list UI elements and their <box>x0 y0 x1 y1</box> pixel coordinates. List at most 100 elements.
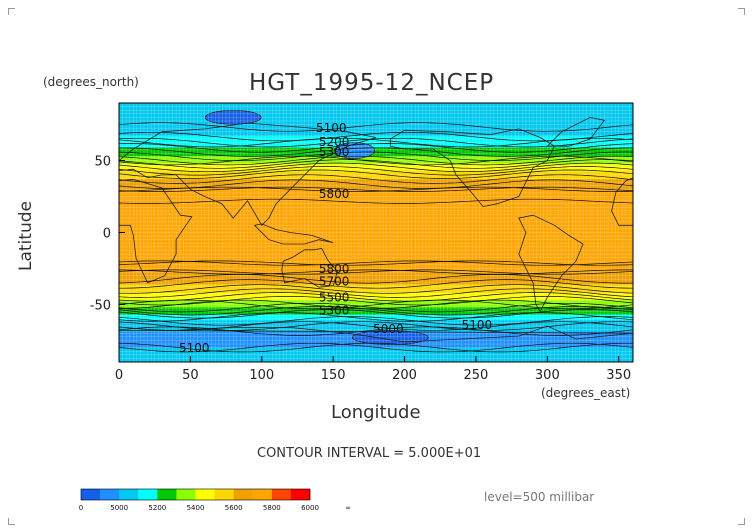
x-axis-label: Longitude <box>331 402 421 423</box>
contour-label: 5800 <box>319 187 350 201</box>
color-band <box>119 294 633 297</box>
contour-line <box>119 279 633 289</box>
color-band <box>119 231 633 234</box>
colorbar-tick-label: 5200 <box>148 504 166 512</box>
color-band <box>119 279 633 283</box>
x-axis: 0 50 100 150 200 250 300 350 <box>115 356 631 383</box>
contour-line <box>119 137 633 148</box>
contour-line <box>119 186 633 192</box>
color-band <box>119 307 633 310</box>
color-band <box>119 154 633 157</box>
x-tick-label: 300 <box>535 368 560 383</box>
color-band <box>119 144 633 147</box>
contour-line <box>119 186 633 192</box>
color-band <box>119 226 633 229</box>
y-units-label: (degrees_north) <box>43 75 139 89</box>
contour-line <box>119 260 633 266</box>
x-tick-label: 250 <box>464 368 489 383</box>
color-band <box>119 232 633 235</box>
color-band <box>119 143 633 146</box>
contour-line <box>119 269 633 275</box>
colorbar-tick-label: 5600 <box>225 504 243 512</box>
contour-line <box>119 342 633 353</box>
color-band <box>119 235 633 238</box>
color-band <box>119 359 633 362</box>
color-band <box>119 271 633 274</box>
color-band <box>119 344 633 347</box>
color-band <box>119 126 633 129</box>
contour-line <box>119 288 633 298</box>
color-band <box>119 167 633 170</box>
colorbar-tick-label: 5800 <box>263 504 281 512</box>
color-band <box>119 262 633 265</box>
contour-line <box>119 166 633 176</box>
contour-line <box>119 260 633 266</box>
y-axis: 50 0 -50 <box>90 155 125 313</box>
color-band <box>119 264 633 267</box>
color-band <box>119 108 633 111</box>
colorbar-swatch <box>290 489 311 500</box>
colorbar-tick-label: 6000 <box>301 504 319 512</box>
color-band <box>119 311 633 314</box>
color-band <box>119 255 633 258</box>
y-axis-label: Latitude <box>16 201 36 271</box>
colorbar-tick-label: 5400 <box>187 504 205 512</box>
low-cell-arctic <box>204 110 262 125</box>
color-band <box>119 265 633 268</box>
color-band <box>119 360 633 362</box>
x-tick-label: 150 <box>321 368 346 383</box>
contour-line <box>119 147 633 157</box>
color-band <box>119 290 633 293</box>
color-band <box>119 229 633 232</box>
x-tick-label: 0 <box>115 368 123 383</box>
color-band <box>119 248 633 251</box>
color-band <box>119 150 633 153</box>
color-band <box>119 213 633 216</box>
color-band <box>119 113 633 116</box>
color-band <box>119 304 633 307</box>
contour-line <box>119 155 633 166</box>
x-tick-label: 50 <box>182 368 199 383</box>
color-band <box>119 179 633 182</box>
color-band <box>119 357 633 360</box>
color-band <box>119 303 633 306</box>
color-band <box>119 350 633 353</box>
color-band <box>119 282 633 285</box>
color-band <box>119 244 633 247</box>
contour-line <box>119 151 633 161</box>
color-band <box>119 124 633 127</box>
contour-label: 5300 <box>319 145 350 159</box>
colorbar-swatch <box>100 489 120 500</box>
color-band <box>119 131 633 134</box>
color-band <box>119 209 633 212</box>
coastline <box>119 178 193 284</box>
color-band <box>119 210 633 213</box>
color-band <box>119 327 633 330</box>
color-band <box>119 275 633 278</box>
color-band <box>119 278 633 281</box>
color-band <box>119 190 633 193</box>
contour-label: 5700 <box>319 275 350 289</box>
coastline <box>281 247 338 288</box>
color-band <box>119 107 633 110</box>
color-band <box>119 268 633 271</box>
color-band <box>119 254 633 257</box>
contour-label: 5100 <box>316 121 347 135</box>
color-band <box>119 186 633 189</box>
contour-line <box>119 306 633 316</box>
contour-lines <box>119 122 633 353</box>
color-band <box>119 199 633 202</box>
colorbar-swatch <box>233 489 254 500</box>
color-band <box>119 203 633 206</box>
color-band <box>119 259 633 262</box>
contour-label: 5100 <box>462 318 493 332</box>
color-band <box>119 245 633 248</box>
coastline <box>546 116 606 147</box>
color-band <box>119 151 633 154</box>
contour-label: 5100 <box>179 341 210 355</box>
color-band <box>119 121 633 124</box>
x-tick-label: 200 <box>392 368 417 383</box>
colorbar-swatch <box>119 489 139 500</box>
color-band <box>119 256 633 259</box>
